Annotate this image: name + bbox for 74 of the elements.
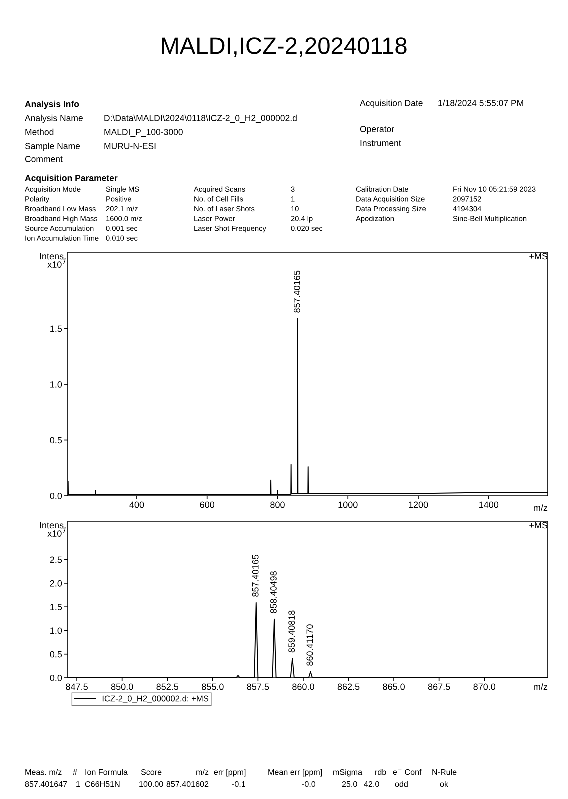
y-tick-label: 1.5 — [50, 604, 62, 610]
text: C66H51N — [85, 781, 120, 788]
text: -0.1 — [232, 781, 246, 788]
text: D:\Data\MALDI\2024\0118\ICZ-2_0_H2_000002.d — [104, 114, 297, 123]
text: Method — [26, 128, 54, 136]
x-tick-label: 1000 — [338, 502, 358, 508]
x-tick-label: 867.5 — [428, 684, 450, 690]
text: 857.401647 — [25, 781, 68, 788]
y-tick-label: 0.0 — [50, 674, 62, 682]
text: Mean err [ppm] — [268, 769, 322, 777]
text: rdb — [376, 769, 386, 776]
x-tick-label: 1400 — [480, 502, 499, 508]
text: Acquisition Date — [360, 100, 423, 108]
chart-title: MALDI,ICZ-2,20240118 — [162, 38, 407, 58]
text: # — [73, 770, 78, 776]
text: 1/18/2024 5:55:07 PM — [438, 100, 524, 106]
x-tick-label: 855.0 — [202, 684, 224, 690]
text: mSigma — [334, 769, 363, 777]
text: 42.0 — [364, 781, 380, 788]
text: 25.0 — [342, 781, 358, 788]
x-tick-label: 852.5 — [156, 684, 179, 690]
text: MURU-N-ESI — [104, 143, 156, 150]
text: Sample Name — [25, 142, 80, 152]
x-tick-label: 847.5 — [66, 684, 88, 690]
text: Analysis Info — [25, 100, 80, 110]
annotation: 857.40165 — [294, 270, 300, 313]
x-tick-label: 865.0 — [383, 684, 405, 690]
y-tick-label: 1.5 — [50, 326, 62, 332]
text: odd — [395, 781, 408, 788]
text: N-Rule — [432, 769, 457, 776]
legend-label: ICZ-2_0_H2_000002.d: +MS — [102, 696, 209, 704]
text: Comment — [25, 156, 63, 162]
x-tick-label: 600 — [200, 502, 215, 508]
y-tick-label: 0.0 — [50, 492, 62, 500]
y-tick-label: 0.5 — [50, 437, 62, 444]
text: Meas. m/z — [26, 769, 62, 776]
text: 857.401602 — [166, 781, 209, 788]
annotation: 860.41170 — [306, 624, 314, 666]
annotation: +MS — [530, 253, 548, 260]
annotation: 857.40165 — [252, 554, 259, 597]
x-tick-label: 862.5 — [338, 684, 360, 690]
text: Ion Formula — [86, 769, 128, 776]
text: Score — [141, 769, 162, 776]
x-tick-label: 800 — [270, 502, 285, 508]
x-tick-label: 870.0 — [474, 684, 496, 690]
annotation: 859.40818 — [288, 610, 296, 653]
text: Instrument — [360, 140, 402, 146]
x-tick-label: 860.0 — [292, 684, 314, 690]
text: ok — [440, 781, 449, 788]
text: m/z — [196, 769, 209, 776]
y-axis-title: Intens. x10$^{7}$ — [40, 253, 66, 268]
y-tick-label: 2.0 — [50, 580, 62, 587]
annotation: +MS — [530, 522, 548, 529]
text: e$^{−}$ Conf — [393, 769, 422, 776]
x-tick-label: 1200 — [409, 502, 428, 508]
x-axis-title: m/z — [534, 504, 548, 512]
text: Analysis Name — [25, 114, 83, 124]
y-tick-label: 2.5 — [50, 556, 62, 564]
x-tick-label: 850.0 — [111, 684, 134, 690]
y-axis-title: Intens. x10$^{7}$ — [40, 522, 66, 537]
annotation: 858.40498 — [270, 572, 277, 614]
text: -0.0 — [302, 781, 316, 788]
y-tick-label: 1.0 — [50, 382, 62, 388]
text: Acquisition Parameter — [25, 174, 118, 184]
x-tick-label: 857.5 — [247, 684, 270, 690]
text: MALDI_P_100-3000 — [104, 129, 183, 137]
x-axis-title: m/z — [534, 683, 548, 690]
y-tick-label: 1.0 — [50, 628, 62, 634]
text: Operator — [360, 126, 394, 134]
text: 100.00 — [140, 781, 164, 788]
text: err [ppm] — [214, 769, 246, 777]
x-tick-label: 400 — [130, 502, 144, 508]
y-tick-label: 0.5 — [50, 651, 62, 658]
text: 1 — [76, 782, 80, 788]
